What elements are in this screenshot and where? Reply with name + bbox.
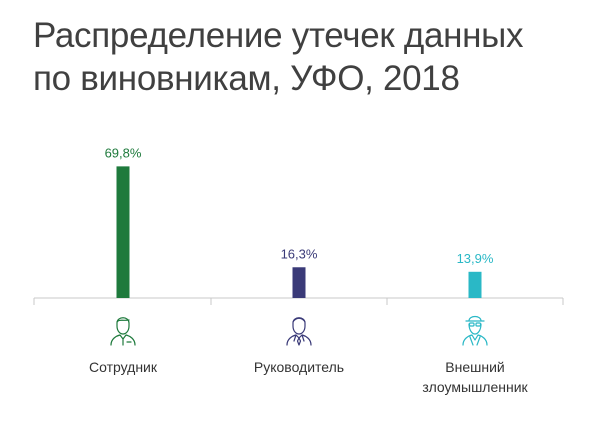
x-tick-label-line: злоумышленник (422, 379, 528, 395)
data-label: 13,9% (457, 251, 494, 266)
bar (116, 166, 130, 298)
x-tick-label-line: Руководитель (253, 359, 345, 375)
bar (292, 267, 306, 298)
x-tick-label: Руководитель (209, 357, 389, 377)
title-line-1: Распределение утечек данных (33, 16, 524, 55)
bar (468, 271, 482, 298)
x-tick-label-line: Внешний (445, 359, 505, 375)
employee-icon (110, 317, 136, 346)
x-tick-label: Внешний злоумышленник (385, 357, 565, 397)
title-line-2: по виновникам, УФО, 2018 (33, 59, 460, 98)
hacker-icon (462, 315, 488, 346)
data-label: 16,3% (281, 246, 318, 261)
x-tick-label-line: Сотрудник (88, 359, 157, 375)
chart-title: Распределение утечек данных по виновника… (33, 14, 593, 100)
x-tick-label: Сотрудник (33, 357, 213, 377)
manager-icon (286, 317, 312, 346)
data-label: 69,8% (105, 145, 142, 160)
